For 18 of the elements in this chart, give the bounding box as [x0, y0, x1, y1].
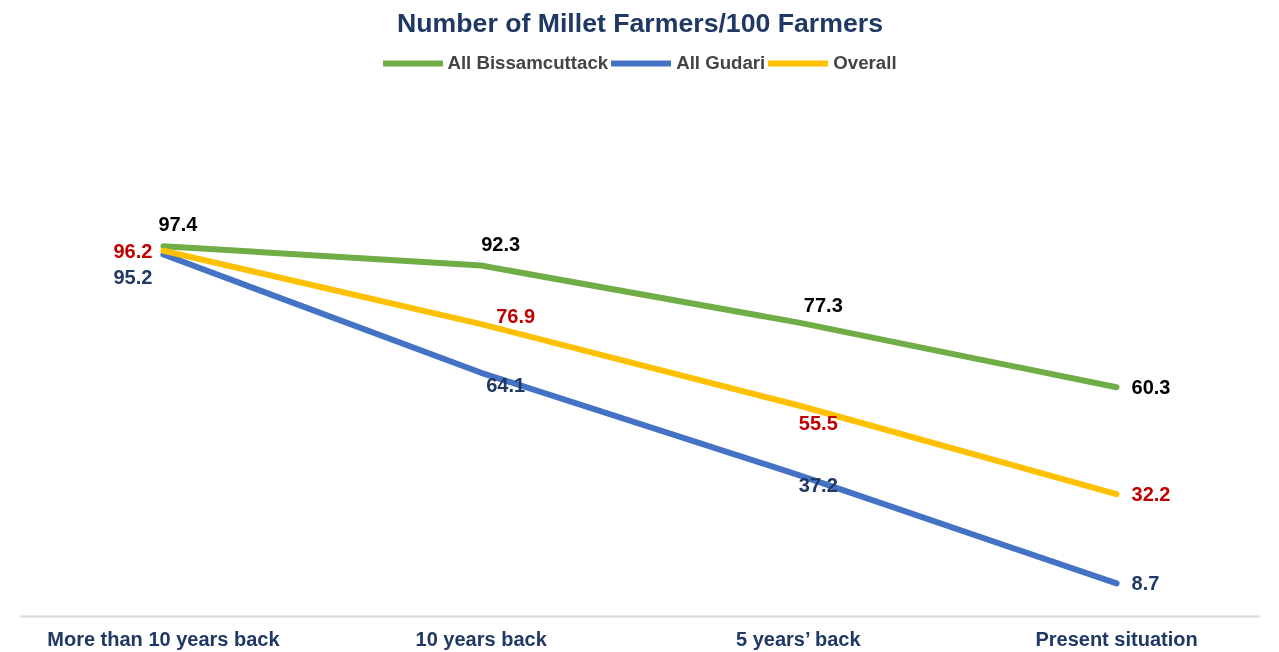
data-label: 32.2: [1131, 483, 1171, 506]
data-label: 97.4: [158, 213, 199, 236]
x-tick-label: More than 10 years back: [47, 627, 281, 650]
data-label: 92.3: [481, 232, 521, 255]
data-label: 8.7: [1131, 572, 1160, 595]
x-tick-label: Present situation: [1035, 627, 1198, 650]
x-tick-label: 5 years’ back: [736, 627, 862, 650]
data-label: 95.2: [113, 265, 153, 288]
data-label: 96.2: [113, 239, 153, 262]
legend-label: All Bissamcuttack: [447, 52, 609, 74]
data-label: 77.3: [803, 293, 843, 316]
data-label: 55.5: [798, 412, 838, 435]
legend-label: Overall: [833, 52, 897, 74]
data-label: 76.9: [496, 305, 536, 328]
x-tick-label: 10 years back: [415, 627, 548, 650]
chart-title: Number of Millet Farmers/100 Farmers: [397, 7, 883, 38]
data-label: 60.3: [1131, 376, 1171, 399]
legend-label: All Gudari: [676, 52, 766, 74]
